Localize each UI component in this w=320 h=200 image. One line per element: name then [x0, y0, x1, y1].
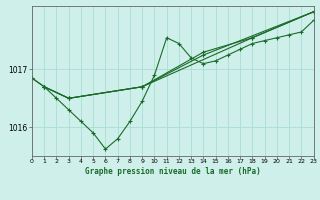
X-axis label: Graphe pression niveau de la mer (hPa): Graphe pression niveau de la mer (hPa): [85, 167, 261, 176]
